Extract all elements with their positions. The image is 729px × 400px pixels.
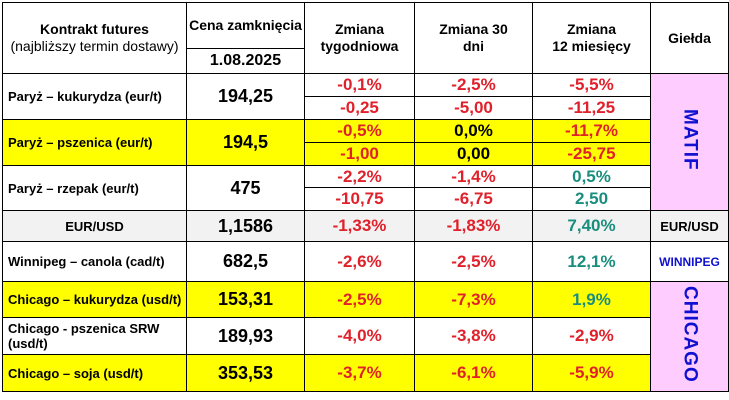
row-close: 475: [186, 165, 305, 211]
row-name: Chicago – kukurydza (usd/t): [2, 281, 187, 318]
header-weekly-l1: Zmiana: [334, 21, 384, 37]
table-row: -10,75 -6,75 2,50: [3, 187, 729, 211]
cell-30d: -7,3%: [414, 281, 533, 318]
cell-12m: -2,9%: [532, 317, 651, 355]
exchange-matif: MATIF: [650, 73, 729, 211]
header-row: Kontrakt futures (najbliższy termin dost…: [2, 2, 729, 74]
row-close: 189,93: [186, 317, 305, 355]
table-row: Chicago – kukurydza (usd/t) 153,31 -2,5%…: [2, 281, 729, 392]
exchange-chicago-label: CHICAGO: [679, 285, 701, 383]
cell-12m-pct: 0,5%: [532, 165, 651, 188]
cell-weekly: -2,5%: [304, 281, 415, 318]
row-close: 1,1586: [186, 210, 305, 242]
header-contract-title: Kontrakt futures: [40, 21, 149, 37]
cell-12m: -5,9%: [532, 354, 651, 392]
row-close: 153,31: [186, 281, 305, 318]
row-name: Chicago – soja (usd/t): [2, 354, 187, 392]
cell-12m-abs: -25,75: [532, 142, 651, 166]
row-name: Winnipeg – canola (cad/t): [2, 241, 187, 282]
row-name: Chicago - pszenica SRW (usd/t): [2, 317, 187, 355]
cell-12m-pct: -11,7%: [532, 119, 651, 143]
header-contract: Kontrakt futures (najbliższy termin dost…: [2, 2, 187, 74]
row-close: 194,5: [186, 119, 305, 166]
cell-30d-abs: 0,00: [414, 142, 533, 166]
row-name: Paryż – rzepak (eur/t): [2, 165, 187, 211]
cell-weekly: -2,6%: [304, 241, 415, 282]
futures-table: Kontrakt futures (najbliższy termin dost…: [2, 2, 729, 392]
header-30d: Zmiana 30 dni: [414, 2, 533, 74]
cell-30d: -2,5%: [414, 241, 533, 282]
table-row: -1,00 0,00 -25,75: [2, 142, 729, 166]
exchange-eurusd: EUR/USD: [650, 210, 729, 242]
cell-12m: 1,9%: [532, 281, 651, 318]
exchange-winnipeg: WINNIPEG: [650, 241, 729, 282]
cell-30d: -3,8%: [414, 317, 533, 355]
row-close: 353,53: [186, 354, 305, 392]
table-row: -0,25 -5,00 -11,25: [3, 96, 729, 120]
row-close: 682,5: [186, 241, 305, 282]
table-row: Paryż – pszenica (eur/t) 194,5 -0,5% 0,0…: [2, 119, 729, 166]
row-close: 194,25: [186, 73, 305, 120]
header-close-date: 1.08.2025: [209, 52, 282, 69]
cell-30d-pct: -2,5%: [414, 73, 533, 97]
header-12m-l1: Zmiana: [566, 21, 616, 37]
header-contract-subtitle: (najbliższy termin dostawy): [10, 38, 179, 54]
table-row: Winnipeg – canola (cad/t) 682,5 -2,6% -2…: [2, 241, 729, 282]
cell-weekly-abs: -10,75: [304, 187, 415, 211]
header-close: Cena zamknięcia 1.08.2025: [186, 2, 305, 74]
cell-30d-abs: -5,00: [414, 96, 533, 120]
cell-30d-pct: 0,0%: [414, 119, 533, 143]
header-30d-l1: Zmiana 30: [439, 21, 508, 37]
header-close-title: Cena zamknięcia: [187, 4, 304, 49]
header-weekly-l2: tygodniowa: [320, 38, 399, 54]
cell-12m: 7,40%: [532, 210, 651, 242]
exchange-matif-label: MATIF: [679, 108, 701, 171]
cell-30d: -1,83%: [414, 210, 533, 242]
table-row: Paryż – rzepak (eur/t) 475 -2,2% -1,4% 0…: [2, 165, 729, 211]
cell-weekly: -4,0%: [304, 317, 415, 355]
cell-30d: -6,1%: [414, 354, 533, 392]
cell-12m-abs: -11,25: [532, 96, 651, 120]
cell-weekly-abs: -1,00: [304, 142, 415, 166]
row-name: Paryż – pszenica (eur/t): [2, 119, 187, 166]
table-row: Paryż – kukurydza (eur/t) 194,25 -0,1% -…: [2, 73, 729, 211]
cell-weekly-pct: -0,5%: [304, 119, 415, 143]
table-row: Chicago - pszenica SRW (usd/t) 189,93 -4…: [2, 317, 729, 355]
cell-weekly: -1,33%: [304, 210, 415, 242]
exchange-chicago: CHICAGO: [650, 281, 729, 392]
header-12m: Zmiana 12 miesięcy: [532, 2, 651, 74]
header-30d-l2: dni: [463, 38, 484, 54]
row-name: Paryż – kukurydza (eur/t): [2, 73, 187, 120]
cell-12m-pct: -5,5%: [532, 73, 651, 97]
cell-12m-abs: 2,50: [532, 187, 651, 211]
cell-weekly-pct: -2,2%: [304, 165, 415, 188]
cell-12m: 12,1%: [532, 241, 651, 282]
header-12m-l2: 12 miesięcy: [552, 38, 631, 54]
cell-30d-pct: -1,4%: [414, 165, 533, 188]
header-weekly: Zmiana tygodniowa: [304, 2, 415, 74]
row-name: EUR/USD: [2, 210, 187, 242]
header-exchange: Giełda: [650, 2, 729, 74]
cell-30d-abs: -6,75: [414, 187, 533, 211]
table-row: Chicago – soja (usd/t) 353,53 -3,7% -6,1…: [2, 354, 729, 392]
cell-weekly: -3,7%: [304, 354, 415, 392]
cell-weekly-abs: -0,25: [304, 96, 415, 120]
cell-weekly-pct: -0,1%: [304, 73, 415, 97]
table-row: EUR/USD 1,1586 -1,33% -1,83% 7,40% EUR/U…: [2, 210, 729, 242]
